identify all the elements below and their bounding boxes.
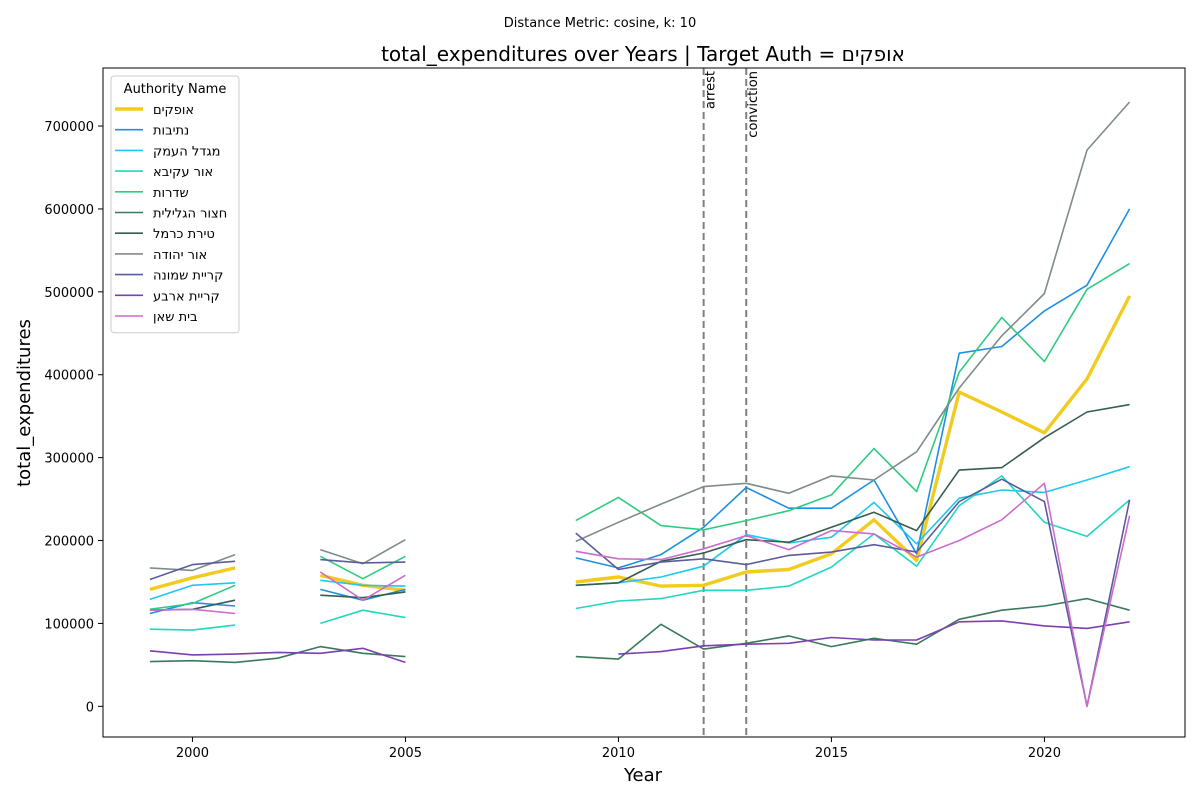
legend-item: קריית שמונה [115, 269, 223, 284]
series-line [149, 295, 1132, 592]
series-1 [149, 208, 1131, 615]
x-tick-label: 2010 [602, 746, 635, 761]
series-7 [149, 101, 1131, 572]
legend-label: אור עקיבא [153, 165, 213, 180]
legend-label: נתיבות [153, 124, 189, 139]
legend-item: בית שאן [115, 310, 198, 325]
series-line [149, 478, 1131, 708]
series-9 [149, 620, 1130, 664]
legend-label: אופקים [153, 103, 194, 118]
x-tick-label: 2015 [815, 746, 848, 761]
y-tick-label: 300000 [44, 452, 94, 467]
series-line [149, 208, 1131, 615]
legend-box [110, 75, 240, 334]
x-axis: 2000 2005 2010 2015 2020 [176, 737, 1061, 761]
legend-label: חצור הגלילית [153, 207, 227, 222]
y-tick-label: 500000 [44, 286, 94, 301]
y-tick-label: 0 [86, 700, 94, 715]
chart-suptitle: Distance Metric: cosine, k: 10 [504, 16, 696, 31]
series-line [149, 482, 1131, 708]
x-tick-label: 2005 [389, 746, 422, 761]
axes-frame [102, 67, 1186, 738]
event-label-arrest: arrest [704, 71, 719, 109]
chart-title: total_expenditures over Years | Target A… [381, 42, 905, 66]
y-tick-label: 100000 [44, 617, 94, 632]
legend-label: קריית שמונה [153, 269, 223, 284]
legend-item: טירת כרמל [115, 227, 215, 242]
series-line [149, 620, 1130, 664]
y-tick-label: 700000 [44, 120, 94, 135]
legend: Authority Name אופקים נתיבות מגדל העמק אור ע… [110, 75, 240, 334]
x-tick-label: 2020 [1028, 746, 1061, 761]
series-10 [149, 482, 1131, 708]
y-axis: 0 100000 200000 300000 400000 500000 600000 700… [44, 120, 103, 715]
event-label-conviction: conviction [746, 71, 761, 138]
series-line [149, 597, 1130, 664]
x-axis-label: Year [623, 765, 663, 786]
legend-label: מגדל העמק [153, 144, 221, 159]
y-tick-label: 600000 [44, 203, 94, 218]
legend-item: אופקים [115, 103, 194, 118]
legend-item: חצור הגלילית [115, 207, 227, 222]
series-3 [149, 475, 1131, 631]
series-line [149, 475, 1131, 631]
y-tick-label: 200000 [44, 535, 94, 550]
y-axis-label: total_expenditures [14, 319, 35, 487]
event-markers: arrest conviction [702, 68, 761, 737]
series-0 [149, 295, 1132, 592]
series-line [149, 465, 1130, 601]
series-8 [149, 478, 1131, 708]
legend-label: בית שאן [153, 310, 198, 325]
series-line [149, 262, 1131, 611]
legend-item: שדרות [115, 186, 189, 201]
legend-label: טירת כרמל [153, 227, 215, 242]
legend-item: נתיבות [115, 124, 189, 139]
series-lines [149, 101, 1132, 708]
legend-title: Authority Name [124, 82, 227, 97]
legend-label: קריית ארבע [153, 289, 220, 304]
series-5 [149, 597, 1130, 664]
series-line [149, 101, 1131, 572]
legend-label: אור יהודה [153, 248, 207, 263]
legend-item: מגדל העמק [115, 144, 221, 159]
y-tick-label: 400000 [44, 369, 94, 384]
x-tick-label: 2000 [176, 746, 209, 761]
legend-label: שדרות [153, 186, 189, 201]
legend-item: אור עקיבא [115, 165, 213, 180]
legend-item: קריית ארבע [115, 289, 220, 304]
legend-item: אור יהודה [115, 248, 207, 263]
series-4 [149, 262, 1131, 611]
series-2 [149, 465, 1130, 601]
